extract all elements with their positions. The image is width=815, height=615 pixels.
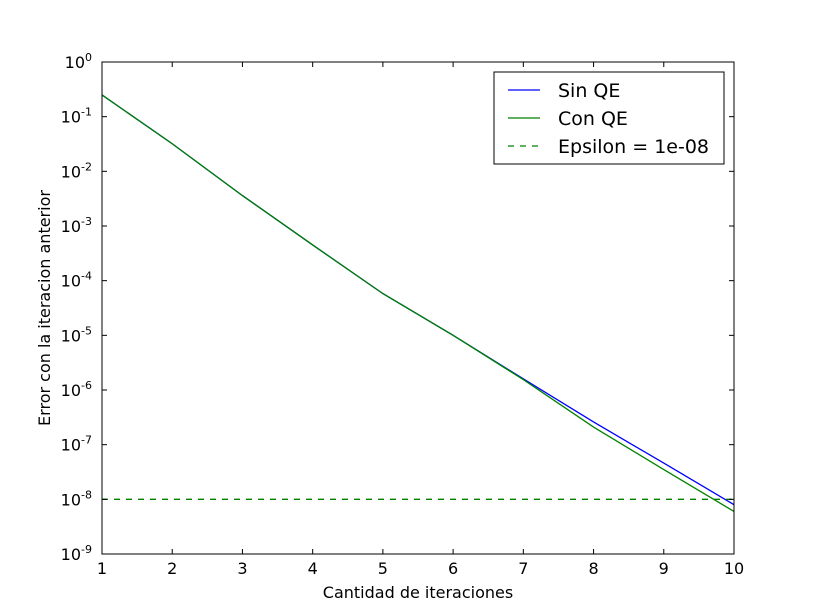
legend: Sin QE Con QE Epsilon = 1e-08 — [493, 71, 725, 165]
legend-label-1: Sin QE — [558, 80, 620, 102]
y-tick-label: 10-6 — [61, 379, 92, 400]
series-layer — [101, 94, 735, 513]
x-tick-label: 6 — [448, 559, 458, 578]
y-tick-label: 10-2 — [61, 160, 92, 181]
x-tick-label: 9 — [659, 559, 669, 578]
x-tick-label: 2 — [167, 559, 177, 578]
y-tick-label: 10-5 — [61, 324, 92, 345]
x-tick-label: 10 — [724, 559, 744, 578]
y-tick-label: 100 — [65, 51, 92, 72]
plot-frame — [101, 61, 735, 555]
y-tick-label: 10-3 — [61, 215, 92, 236]
y-axis-title: Error con la iteracion anterior — [35, 190, 54, 426]
y-tick-label: 10-9 — [61, 543, 92, 564]
legend-label-2: Con QE — [558, 108, 628, 130]
x-axis-title: Cantidad de iteraciones — [323, 583, 513, 602]
series-line-2 — [101, 94, 735, 513]
y-tick-label: 10-4 — [61, 270, 92, 291]
x-tick-label: 8 — [588, 559, 598, 578]
y-tick-label: 10-1 — [61, 106, 92, 127]
x-tick-label: 3 — [237, 559, 247, 578]
y-tick-label: 10-7 — [61, 434, 92, 455]
x-tick-label: 1 — [97, 559, 107, 578]
x-tick-label: 5 — [378, 559, 388, 578]
legend-label-3: Epsilon = 1e-08 — [558, 136, 709, 158]
x-tick-label: 4 — [308, 559, 318, 578]
x-tick-label: 7 — [518, 559, 528, 578]
ticks-layer: 1 2 3 4 5 6 7 8 9 10 10-9 10-8 10-7 10-6 10-5 10-4 10-3 1… — [61, 51, 745, 578]
y-tick-label: 10-8 — [61, 488, 92, 509]
